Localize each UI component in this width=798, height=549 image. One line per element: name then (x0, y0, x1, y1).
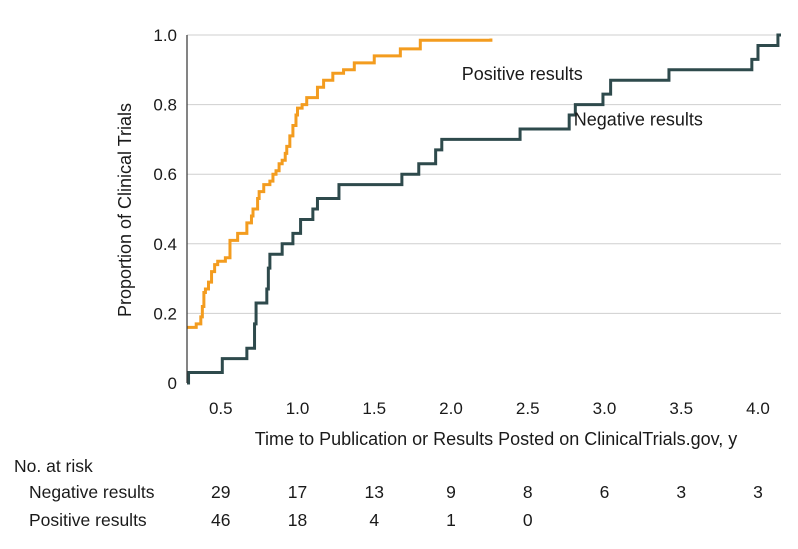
y-axis-title: Proportion of Clinical Trials (115, 103, 135, 317)
risk-cell: 6 (599, 482, 610, 502)
x-tick-label: 2.0 (439, 399, 463, 418)
y-tick-label: 0.2 (153, 304, 177, 323)
risk-cell: 13 (364, 482, 384, 502)
positive-results-label: Positive results (462, 64, 583, 84)
risk-cell: 0 (522, 510, 533, 530)
y-tick-label: 0.4 (153, 235, 177, 254)
y-tick-label: 0 (168, 374, 177, 393)
risk-cell: 9 (446, 482, 456, 502)
risk-row-label: Negative results (29, 482, 155, 502)
risk-cell: 46 (211, 510, 231, 530)
y-tick-label: 0.6 (153, 165, 177, 184)
risk-cell: 3 (753, 482, 763, 502)
risk-cell: 1 (446, 510, 456, 530)
risk-cell: 4 (369, 510, 380, 530)
x-axis-title: Time to Publication or Results Posted on… (255, 429, 738, 449)
x-tick-label: 0.5 (209, 399, 233, 418)
negative-results-label: Negative results (574, 109, 703, 129)
positive-results-line (187, 38, 493, 329)
x-tick-label: 2.5 (516, 399, 540, 418)
series-layer (187, 33, 781, 385)
risk-cell: 8 (522, 482, 533, 502)
x-tick-label: 3.5 (669, 399, 693, 418)
tick-labels: 0 0.2 0.4 0.6 0.8 1.0 0.5 1.0 1.5 2.0 2.5 3.0 3.5 4.0 (153, 26, 769, 418)
x-tick-label: 1.0 (286, 399, 310, 418)
risk-cell: 18 (287, 510, 308, 530)
risk-cell: 3 (676, 482, 687, 502)
risk-cell: 29 (211, 482, 231, 502)
series-labels: Positive results Negative results (462, 64, 703, 129)
negative-results-line (187, 33, 781, 385)
x-tick-label: 4.0 (746, 399, 770, 418)
risk-row-label: Positive results (29, 510, 147, 530)
x-tick-label: 3.0 (593, 399, 617, 418)
risk-table-title: No. at risk (14, 456, 93, 476)
y-tick-label: 1.0 (153, 26, 177, 45)
y-tick-label: 0.8 (153, 96, 177, 115)
risk-cell: 17 (287, 482, 308, 502)
x-tick-label: 1.5 (362, 399, 386, 418)
